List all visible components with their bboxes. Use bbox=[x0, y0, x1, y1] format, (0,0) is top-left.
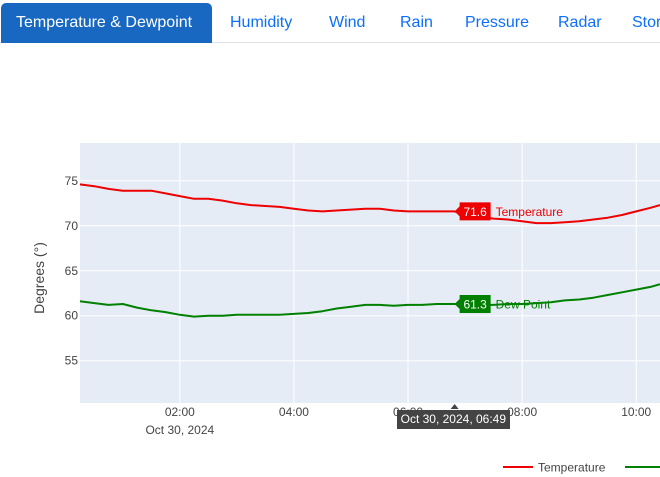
legend[interactable]: Temperature bbox=[503, 461, 660, 475]
hover-labels: 71.6 Temperature 61.3 Dew Point bbox=[450, 202, 564, 409]
grid-lines bbox=[80, 143, 660, 403]
tab-pressure[interactable]: Pressure bbox=[465, 14, 530, 31]
tab-wind[interactable]: Wind bbox=[329, 14, 366, 31]
y-tick-label: 55 bbox=[65, 354, 79, 368]
y-tick-label: 70 bbox=[65, 219, 79, 233]
dewpoint-hover-name: Dew Point bbox=[496, 298, 551, 312]
temperature-hover-marker bbox=[454, 202, 491, 221]
plot-area[interactable] bbox=[80, 143, 660, 403]
series-lines bbox=[79, 183, 660, 318]
temperature-hover-name: Temperature bbox=[496, 205, 564, 219]
dewpoint-hover-marker bbox=[454, 295, 491, 314]
dewpoint-hover-value: 61.3 bbox=[463, 298, 487, 312]
hover-x-pointer bbox=[450, 404, 459, 409]
legend-temperature-label: Temperature bbox=[538, 461, 606, 475]
y-tick-label: 65 bbox=[65, 264, 79, 278]
y-axis-label: Degrees (°) bbox=[31, 242, 47, 314]
tab-temperature-dewpoint[interactable]: Temperature & Dewpoint bbox=[1, 3, 212, 43]
tab-storm[interactable]: Storm bbox=[632, 14, 660, 31]
y-axis: 75 70 65 60 55 bbox=[65, 174, 79, 368]
temperature-hover-value: 71.6 bbox=[463, 205, 487, 219]
y-tick-label: 60 bbox=[65, 309, 79, 323]
x-axis-date-label: Oct 30, 2024 bbox=[145, 423, 214, 437]
temperature-line bbox=[79, 183, 660, 225]
hover-x-label: Oct 30, 2024, 06:49 bbox=[396, 410, 511, 429]
x-tick-label: 10:00 bbox=[621, 405, 651, 419]
tab-bar: Temperature & Dewpoint Humidity Wind Rai… bbox=[0, 0, 660, 43]
tab-rain[interactable]: Rain bbox=[400, 14, 433, 31]
x-tick-label: 04:00 bbox=[279, 405, 309, 419]
x-tick-label: 02:00 bbox=[165, 405, 195, 419]
tab-humidity[interactable]: Humidity bbox=[230, 14, 293, 31]
dewpoint-line bbox=[79, 283, 660, 318]
y-tick-label: 75 bbox=[65, 174, 79, 188]
x-tick-label: 08:00 bbox=[507, 405, 537, 419]
tab-radar[interactable]: Radar bbox=[558, 14, 602, 31]
